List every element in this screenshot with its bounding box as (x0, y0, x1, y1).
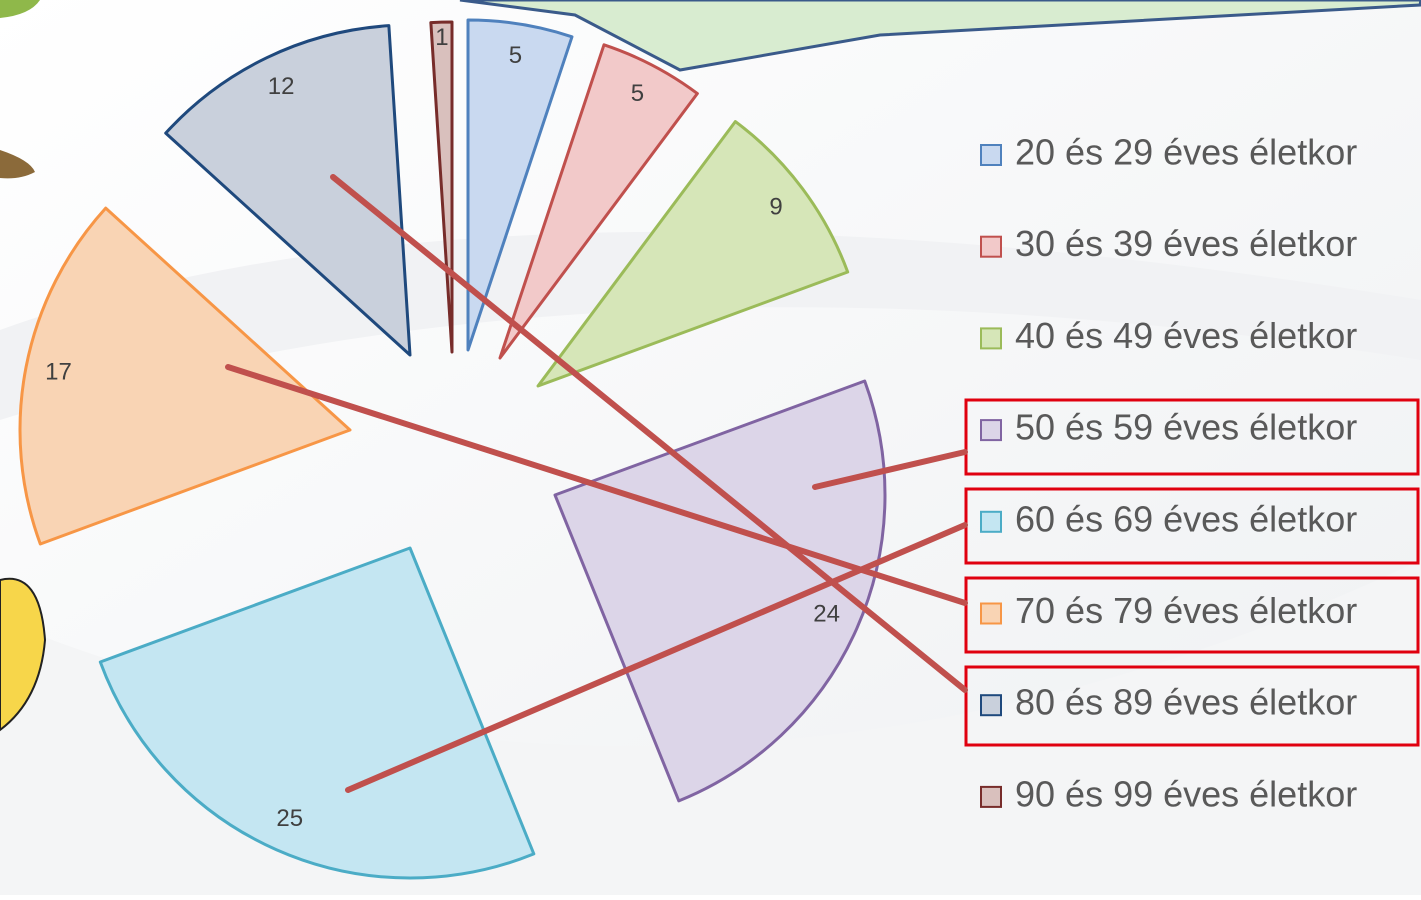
cartoon (0, 577, 47, 732)
highlight-box (964, 665, 1420, 747)
legend-swatch (980, 419, 1002, 442)
data-label: 25 (276, 805, 303, 832)
highlight-box (964, 576, 1420, 654)
legend-label: 40 és 49 éves életkor (1015, 315, 1357, 356)
data-label: 5 (509, 42, 522, 69)
data-label: 5 (631, 80, 644, 107)
legend-swatch (980, 144, 1002, 166)
pie-slice (553, 379, 887, 803)
legend-swatch (980, 327, 1002, 350)
legend-label: 80 és 89 éves életkor (1015, 682, 1357, 723)
pie-slice (466, 18, 574, 352)
pie-slice (164, 24, 412, 357)
legend-label: 60 és 69 éves életkor (1015, 498, 1357, 539)
legend-swatch (980, 510, 1002, 533)
data-label: 24 (813, 601, 840, 628)
legend-label: 90 és 99 éves életkor (1015, 773, 1357, 814)
annotation-line (330, 174, 968, 693)
legend-swatch (980, 602, 1002, 625)
legend-swatch (980, 694, 1002, 717)
data-label: 1 (435, 24, 448, 51)
annotation-line (225, 364, 968, 606)
highlight-box (964, 398, 1420, 476)
pie-slice (498, 43, 699, 360)
data-label: 17 (45, 359, 72, 386)
cartoon (0, 0, 40, 18)
annotation-line (812, 449, 968, 490)
legend-label: 30 és 39 éves életkor (1015, 223, 1357, 264)
speech-bubble (459, 0, 1421, 72)
data-label: 12 (268, 73, 295, 100)
legend-label: 50 és 59 éves életkor (1015, 407, 1357, 448)
legend-label: 20 és 29 éves életkor (1015, 132, 1357, 173)
pie-slice (536, 120, 850, 388)
pie-slice (98, 546, 536, 880)
legend-swatch (980, 235, 1002, 258)
annotation-lines (225, 174, 968, 793)
legend-swatch (980, 785, 1002, 808)
legend-label: 70 és 79 éves életkor (1015, 590, 1357, 631)
pie-slice (18, 206, 352, 546)
legend: 20 és 29 éves életkor 30 és 39 éves életk… (980, 132, 1357, 814)
pie: 5 5 9 24 25 17 12 1 (18, 18, 887, 880)
data-label: 9 (769, 194, 782, 221)
cartoon (0, 150, 35, 179)
